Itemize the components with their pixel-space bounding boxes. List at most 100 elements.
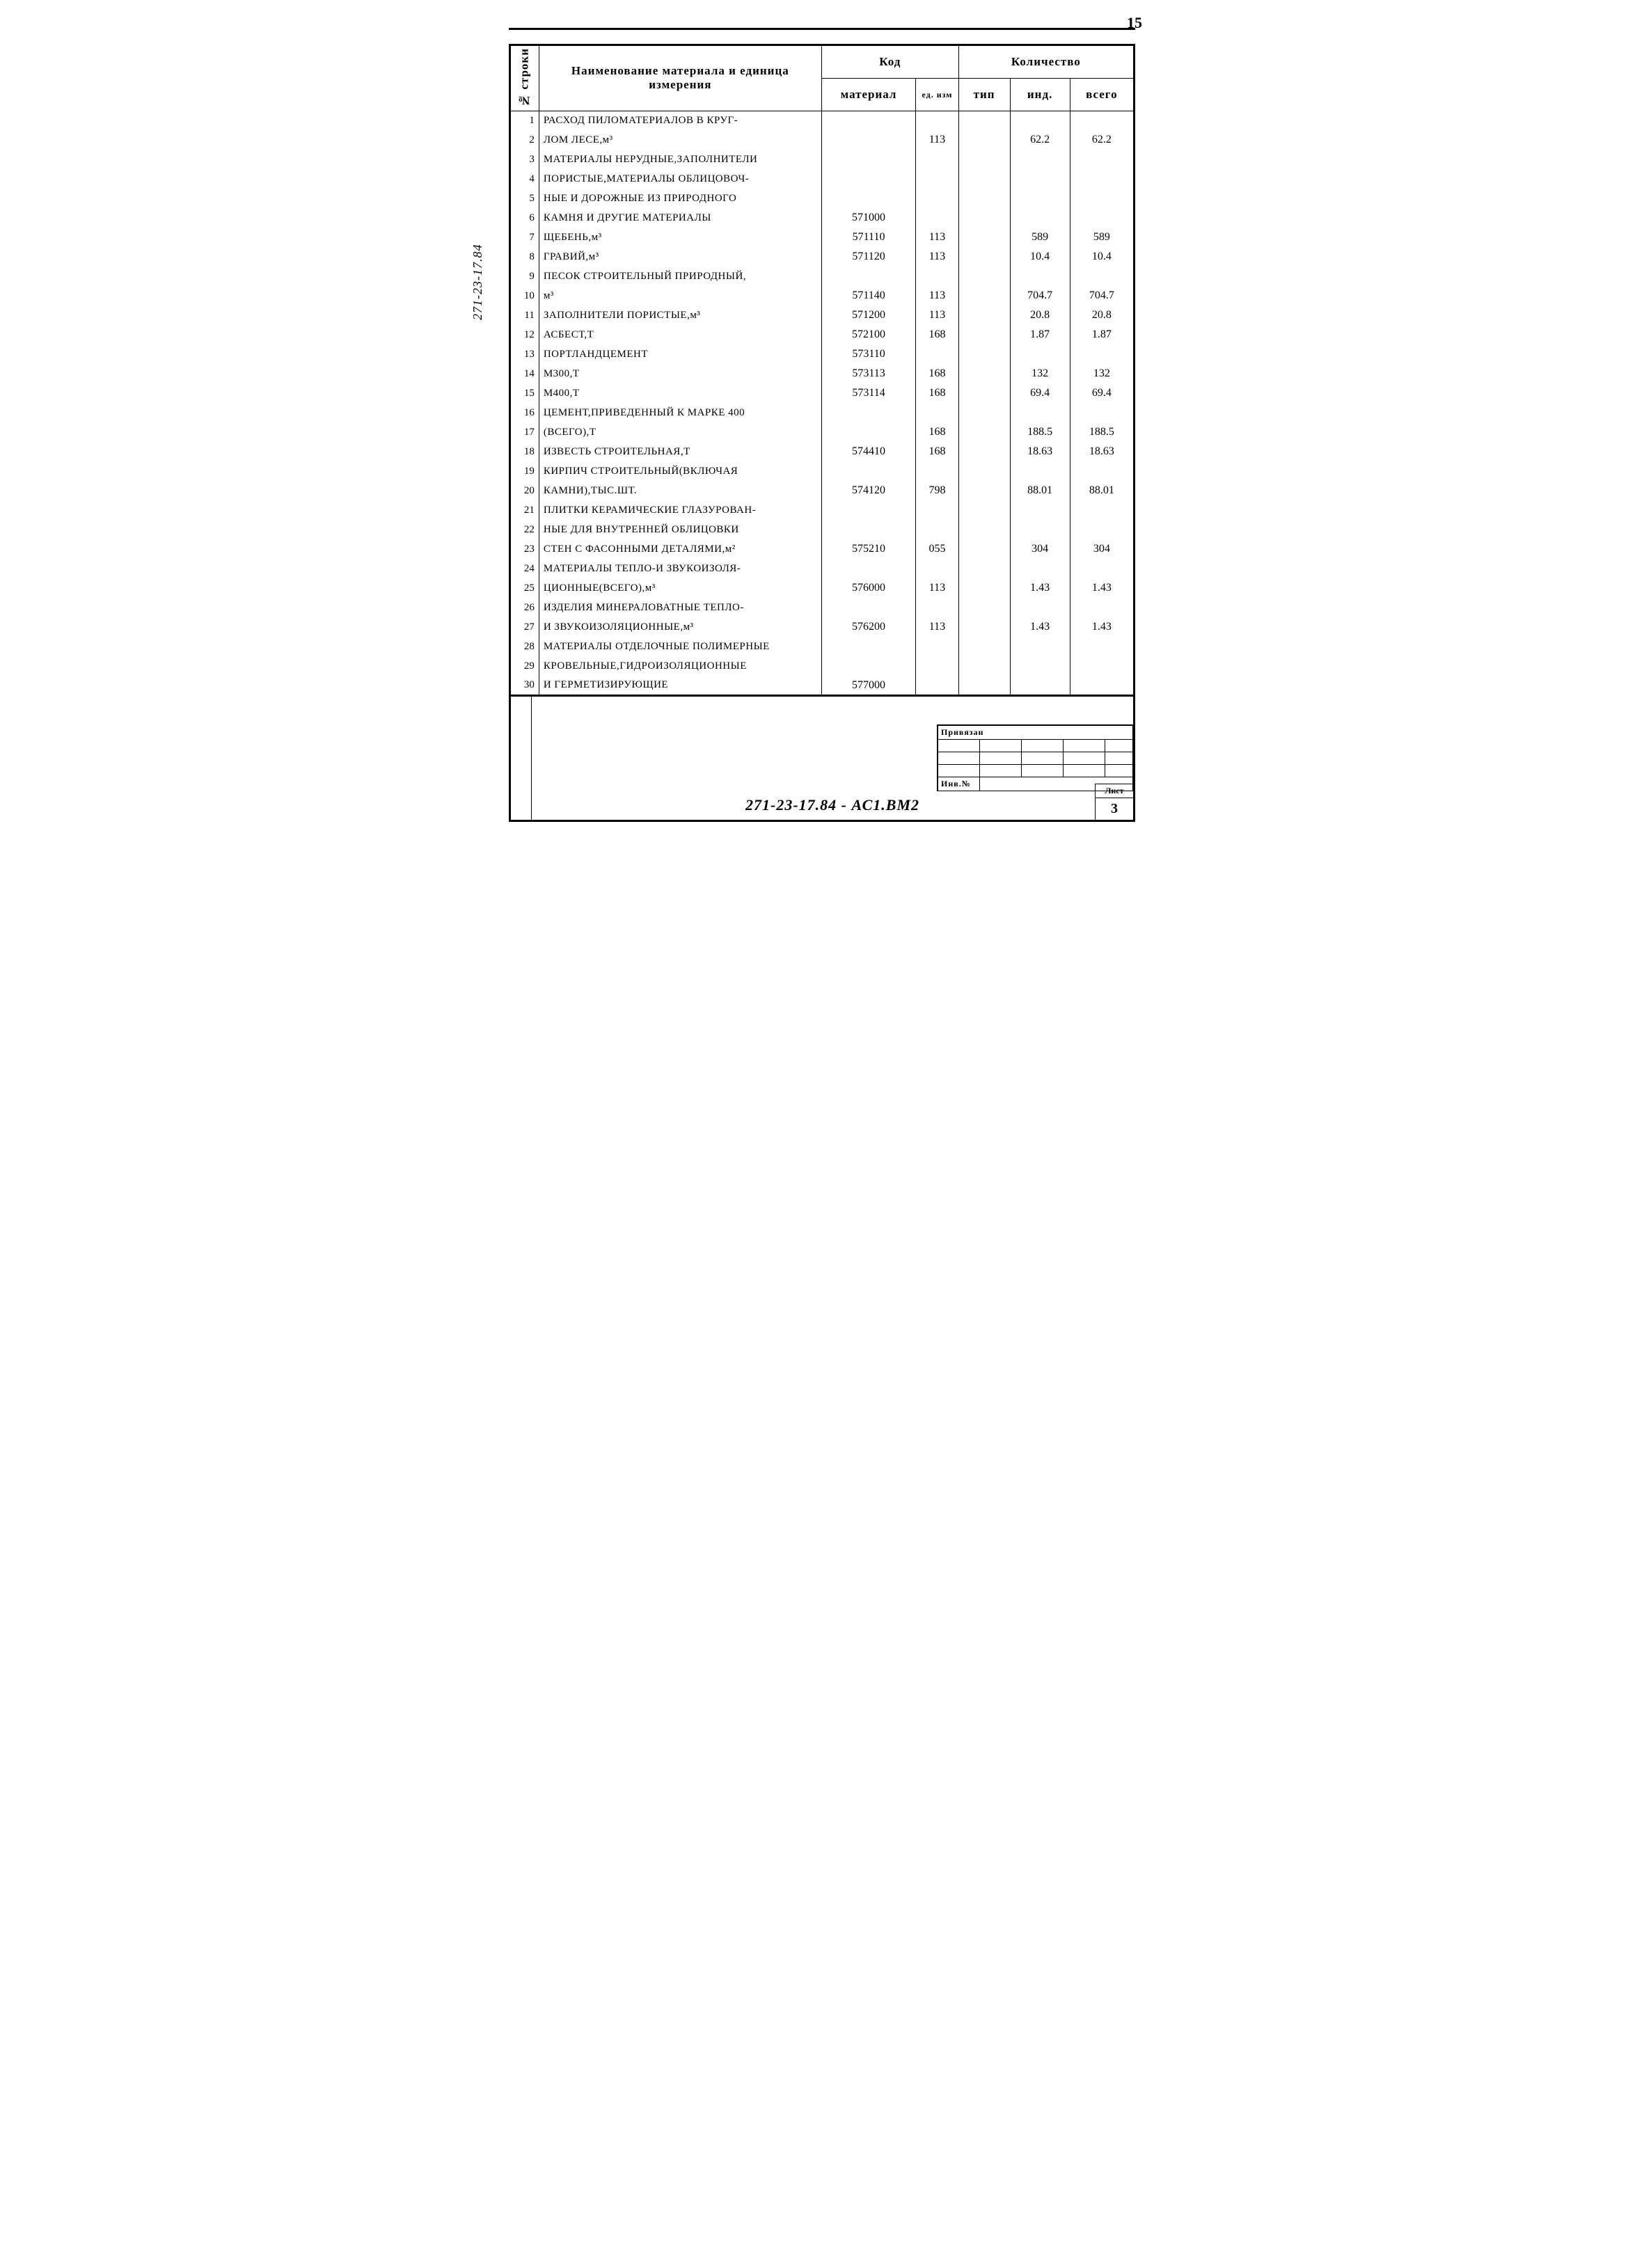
material-name: МАТЕРИАЛЫ НЕРУДНЫЕ,ЗАПОЛНИТЕЛИ (539, 150, 821, 169)
qty-tip (958, 169, 1010, 189)
material-code (821, 189, 915, 208)
qty-ind (1010, 520, 1070, 539)
sheet-number: 3 (1096, 798, 1133, 820)
material-code (821, 559, 915, 578)
row-number: 6 (510, 208, 539, 228)
qty-total: 88.01 (1070, 481, 1134, 500)
material-code: 572100 (821, 325, 915, 344)
qty-ind: 20.8 (1010, 306, 1070, 325)
material-code: 571000 (821, 208, 915, 228)
material-code (821, 637, 915, 656)
table-row: 13ПОРТЛАНДЦЕМЕНТ573110 (510, 344, 1135, 364)
qty-total: 10.4 (1070, 247, 1134, 267)
qty-total (1070, 403, 1134, 422)
unit-code (916, 267, 959, 286)
document-code: 271-23-17.84 - АС1.ВМ2 (745, 796, 919, 814)
material-name: ГРАВИЙ,м³ (539, 247, 821, 267)
qty-total (1070, 150, 1134, 169)
material-code (821, 656, 915, 676)
bottom-main-area: Привязан Инв.№ 271-23-17.84 - АС1.ВМ2 Ли… (532, 697, 1133, 820)
qty-ind: 704.7 (1010, 286, 1070, 306)
material-code (821, 598, 915, 617)
qty-tip (958, 539, 1010, 559)
qty-total: 1.43 (1070, 578, 1134, 598)
qty-tip (958, 383, 1010, 403)
row-number: 7 (510, 228, 539, 247)
qty-tip (958, 364, 1010, 383)
qty-ind (1010, 111, 1070, 130)
stamp-row (938, 752, 1133, 764)
row-number: 25 (510, 578, 539, 598)
qty-tip (958, 656, 1010, 676)
table-row: 23СТЕН С ФАСОННЫМИ ДЕТАЛЯМИ,м²5752100553… (510, 539, 1135, 559)
material-code (821, 169, 915, 189)
header-ind: инд. (1010, 79, 1070, 111)
material-name: м³ (539, 286, 821, 306)
table-row: 11ЗАПОЛНИТЕЛИ ПОРИСТЫЕ,м³57120011320.820… (510, 306, 1135, 325)
unit-code (916, 461, 959, 481)
material-code (821, 422, 915, 442)
table-row: 2ЛОМ ЛЕСЕ,м³11362.262.2 (510, 130, 1135, 150)
material-code (821, 111, 915, 130)
table-row: 29КРОВЕЛЬНЫЕ,ГИДРОИЗОЛЯЦИОННЫЕ (510, 656, 1135, 676)
unit-code: 168 (916, 364, 959, 383)
row-number: 8 (510, 247, 539, 267)
qty-ind: 69.4 (1010, 383, 1070, 403)
qty-total (1070, 267, 1134, 286)
table-row: 25ЦИОННЫЕ(ВСЕГО),м³5760001131.431.43 (510, 578, 1135, 598)
row-number: 28 (510, 637, 539, 656)
row-number: 14 (510, 364, 539, 383)
unit-code (916, 676, 959, 695)
material-name: ИЗДЕЛИЯ МИНЕРАЛОВАТНЫЕ ТЕПЛО- (539, 598, 821, 617)
row-number: 10 (510, 286, 539, 306)
material-code: 577000 (821, 676, 915, 695)
qty-tip (958, 208, 1010, 228)
row-number: 2 (510, 130, 539, 150)
table-row: 26ИЗДЕЛИЯ МИНЕРАЛОВАТНЫЕ ТЕПЛО- (510, 598, 1135, 617)
unit-code (916, 344, 959, 364)
qty-tip (958, 228, 1010, 247)
qty-ind (1010, 656, 1070, 676)
material-name: ЦИОННЫЕ(ВСЕГО),м³ (539, 578, 821, 598)
qty-ind (1010, 150, 1070, 169)
material-name: КИРПИЧ СТРОИТЕЛЬНЫЙ(ВКЛЮЧАЯ (539, 461, 821, 481)
unit-code: 168 (916, 383, 959, 403)
material-name: И ЗВУКОИЗОЛЯЦИОННЫЕ,м³ (539, 617, 821, 637)
material-code (821, 150, 915, 169)
row-number: 18 (510, 442, 539, 461)
header-name: Наименование материала и единица измерен… (539, 45, 821, 111)
stamp-table: Привязан Инв.№ (938, 725, 1133, 791)
material-name: ЦЕМЕНТ,ПРИВЕДЕННЫЙ К МАРКЕ 400 (539, 403, 821, 422)
material-code: 571120 (821, 247, 915, 267)
qty-tip (958, 150, 1010, 169)
qty-tip (958, 617, 1010, 637)
stamp-row (938, 764, 1133, 777)
row-number: 19 (510, 461, 539, 481)
bottom-stamp-section: Привязан Инв.№ 271-23-17.84 - АС1.ВМ2 Ли… (509, 697, 1135, 822)
row-number: 23 (510, 539, 539, 559)
material-code: 573114 (821, 383, 915, 403)
qty-ind (1010, 403, 1070, 422)
material-name: ПЕСОК СТРОИТЕЛЬНЫЙ ПРИРОДНЫЙ, (539, 267, 821, 286)
unit-code: 113 (916, 130, 959, 150)
qty-total (1070, 656, 1134, 676)
qty-ind: 62.2 (1010, 130, 1070, 150)
unit-code: 168 (916, 422, 959, 442)
material-name: М400,Т (539, 383, 821, 403)
qty-tip (958, 500, 1010, 520)
qty-ind: 188.5 (1010, 422, 1070, 442)
table-row: 22НЫЕ ДЛЯ ВНУТРЕННЕЙ ОБЛИЦОВКИ (510, 520, 1135, 539)
unit-code: 113 (916, 617, 959, 637)
qty-tip (958, 559, 1010, 578)
unit-code (916, 598, 959, 617)
material-code (821, 461, 915, 481)
qty-total: 69.4 (1070, 383, 1134, 403)
table-row: 15М400,Т57311416869.469.4 (510, 383, 1135, 403)
sheet-box: Лист 3 (1095, 784, 1133, 820)
qty-tip (958, 520, 1010, 539)
table-row: 30И ГЕРМЕТИЗИРУЮЩИЕ577000 (510, 676, 1135, 695)
table-body: 1РАСХОД ПИЛОМАТЕРИАЛОВ В КРУГ-2ЛОМ ЛЕСЕ,… (510, 111, 1135, 695)
row-number: 30 (510, 676, 539, 695)
row-number: 17 (510, 422, 539, 442)
qty-ind (1010, 208, 1070, 228)
